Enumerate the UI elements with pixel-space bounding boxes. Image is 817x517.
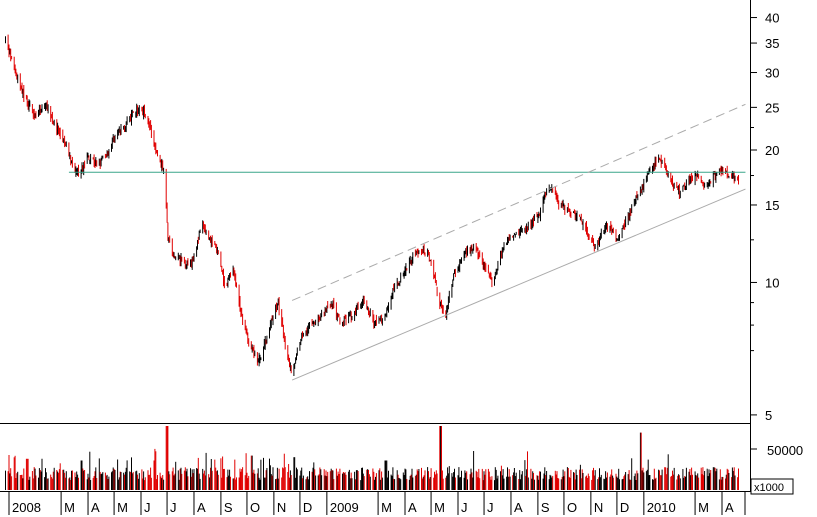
time-tick-label: S xyxy=(224,500,233,515)
time-tick-label: J xyxy=(170,500,177,515)
time-tick-label: O xyxy=(250,500,260,515)
time-tick-label: M xyxy=(117,500,128,515)
time-tick-label: J xyxy=(144,500,151,515)
time-tick-label: D xyxy=(620,500,629,515)
time-tick-label: J xyxy=(461,500,468,515)
time-tick-label: J xyxy=(487,500,494,515)
volume-axis: 50000 x1000 xyxy=(750,443,803,495)
volume-unit-box xyxy=(750,478,794,495)
reference-lines xyxy=(68,103,746,381)
lower-channel-line xyxy=(291,188,746,381)
time-tick-label: M xyxy=(381,500,392,515)
price-tick-label: 10 xyxy=(765,275,779,290)
time-tick-label: 2010 xyxy=(647,500,676,515)
time-tick-label: 2009 xyxy=(330,500,359,515)
price-candles xyxy=(5,34,739,376)
time-tick-label: M xyxy=(64,500,75,515)
volume-tick-label: 50000 xyxy=(767,443,803,458)
volume-bars xyxy=(5,426,739,490)
price-tick-label: 15 xyxy=(765,198,779,213)
time-tick-label: 2008 xyxy=(12,500,41,515)
time-tick-label: N xyxy=(594,500,603,515)
time-tick-label: M xyxy=(698,500,709,515)
time-tick-label: O xyxy=(567,500,577,515)
time-tick-label: A xyxy=(91,500,100,515)
time-tick-label: A xyxy=(514,500,523,515)
price-tick-label: 30 xyxy=(765,66,779,81)
time-tick-label: N xyxy=(277,500,286,515)
price-tick-label: 35 xyxy=(765,36,779,51)
upper-channel-line xyxy=(291,103,746,301)
chart-frame xyxy=(0,0,751,492)
price-tick-label: 25 xyxy=(765,100,779,115)
time-axis: 2008 M A M J J A S O N D 2009 M A M J J A S O N D 2010 M A xyxy=(8,492,746,515)
time-tick-label: A xyxy=(725,500,734,515)
price-tick-label: 5 xyxy=(765,408,772,423)
time-tick-label: A xyxy=(197,500,206,515)
time-tick-label: D xyxy=(303,500,312,515)
price-axis: 40 35 30 25 20 15 10 5 xyxy=(751,11,779,423)
volume-unit-label: x1000 xyxy=(754,482,784,494)
price-tick-label: 40 xyxy=(765,11,779,26)
time-tick-label: S xyxy=(541,500,550,515)
price-tick-label: 20 xyxy=(765,143,779,158)
time-tick-label: A xyxy=(408,500,417,515)
time-tick-label: M xyxy=(434,500,445,515)
